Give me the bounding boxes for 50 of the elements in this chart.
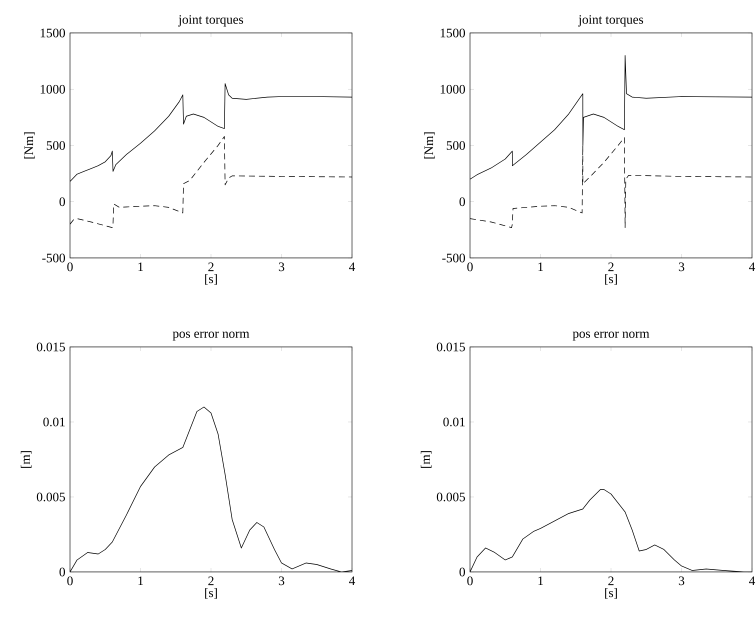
chart-title: joint torques [178, 15, 244, 26]
y-tick-label: 1000 [40, 84, 65, 94]
x-tick-label: 3 [278, 262, 284, 272]
x-tick-label: 3 [278, 576, 284, 586]
x-tick-label: 0 [467, 576, 473, 586]
y-tick-label: 500 [46, 141, 65, 150]
x-tick-label: 2 [208, 262, 214, 272]
y-axis-title: [m] [420, 451, 432, 468]
x-tick-label: 1 [138, 576, 143, 586]
x-axis-title: [s] [205, 588, 217, 599]
y-tick-label: 0.005 [36, 492, 65, 502]
y-axis-title: [m] [20, 451, 32, 468]
x-tick-label: 2 [608, 576, 614, 586]
x-tick-label: 1 [538, 576, 543, 586]
x-axis-title: [s] [605, 274, 617, 285]
x-tick-label: 0 [67, 576, 73, 586]
y-tick-label: 0.01 [43, 418, 65, 426]
y-tick-label: 1500 [40, 28, 65, 38]
x-axis-title: [s] [605, 588, 617, 599]
chart-title: pos error norm [572, 332, 650, 340]
x-tick-label: 0 [467, 262, 473, 272]
x-tick-label: 1 [138, 262, 143, 272]
y-tick-label: 500 [446, 141, 465, 150]
x-tick-label: 4 [749, 576, 756, 586]
y-tick-label: 0 [460, 568, 465, 576]
y-tick-label: 0 [60, 568, 65, 576]
x-tick-label: 4 [349, 576, 356, 586]
y-tick-label: 0 [60, 197, 65, 206]
x-tick-label: 4 [349, 262, 356, 272]
y-tick-label: 0.01 [443, 418, 465, 426]
x-tick-label: 2 [608, 262, 614, 272]
x-axis-title: [s] [205, 274, 217, 285]
y-tick-label: 0.015 [436, 342, 465, 352]
y-tick-label: 0.015 [36, 342, 65, 352]
x-tick-label: 3 [678, 576, 684, 586]
y-axis-title: [Nm] [24, 132, 35, 159]
y-tick-label: 1500 [440, 28, 465, 38]
y-axis-title: [Nm] [424, 132, 435, 159]
y-tick-label: 1000 [440, 84, 465, 94]
x-tick-label: 2 [208, 576, 214, 586]
x-tick-label: 4 [749, 262, 756, 272]
chart-title: pos error norm [172, 332, 250, 340]
x-tick-label: 3 [678, 262, 684, 272]
x-tick-label: 1 [538, 262, 543, 272]
y-tick-label: -500 [442, 254, 465, 262]
y-tick-label: 0 [460, 197, 465, 206]
x-tick-label: 0 [67, 262, 73, 272]
y-tick-label: 0.005 [436, 492, 465, 502]
chart-title: joint torques [578, 15, 644, 26]
y-tick-label: -500 [42, 254, 65, 262]
